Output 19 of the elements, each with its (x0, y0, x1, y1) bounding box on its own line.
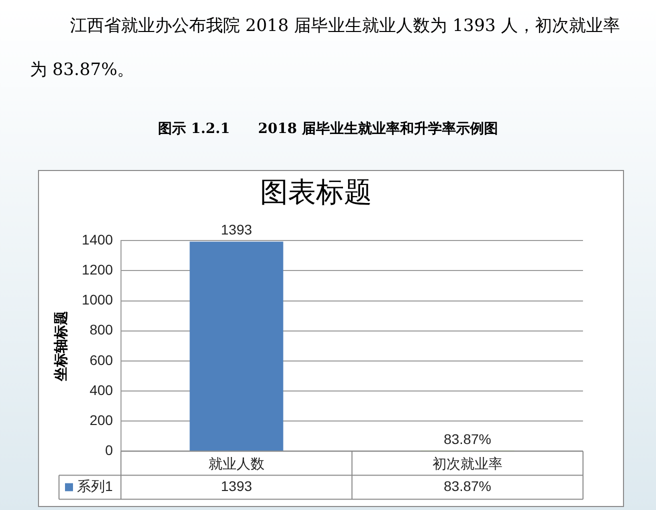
y-tick-label: 400 (90, 382, 114, 398)
y-tick-label: 0 (105, 442, 114, 458)
y-tick-label: 1400 (82, 231, 114, 248)
y-tick-label: 800 (90, 322, 114, 338)
chart-title: 图表标题 (260, 176, 372, 208)
data-label: 83.87% (444, 478, 492, 494)
y-axis-title: 坐标轴标题 (52, 310, 68, 382)
y-tick-label: 1200 (82, 262, 114, 278)
x-tick-label: 就业人数 (208, 455, 264, 472)
text: 江西省就业办公布我院 2018 届毕业生就业人数为 1393 人，初次就业率为 83.87%。 (30, 16, 620, 80)
y-tick-label: 1000 (82, 292, 114, 308)
x-tick-label: 初次就业率 (432, 455, 502, 472)
text: 图示 1.2.1 2018 届毕业生就业率和升学率示例图 (157, 120, 499, 138)
text: 1393 (220, 222, 252, 238)
y-tick-label: 600 (90, 352, 114, 368)
y-tick-label: 200 (90, 412, 114, 428)
text: 83.87% (444, 430, 492, 447)
legend-label: 系列1 (77, 478, 113, 494)
data-label: 1393 (220, 478, 252, 494)
